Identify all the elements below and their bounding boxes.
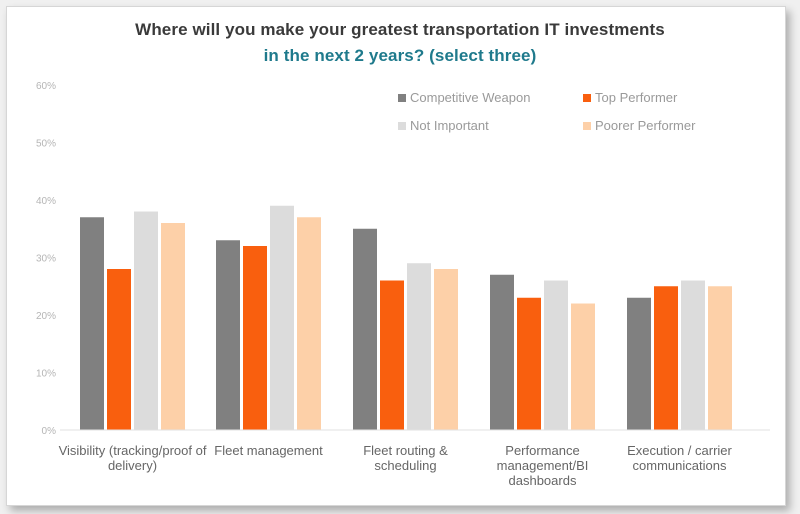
x-tick-label: Execution / carrier communications xyxy=(627,443,732,473)
bar-competitive-weapon-2 xyxy=(216,240,240,430)
legend-swatch xyxy=(583,94,591,102)
legend-label: Top Performer xyxy=(595,90,678,105)
legend-swatch xyxy=(583,122,591,130)
y-tick-label: 30% xyxy=(36,254,56,265)
legend-label: Not Important xyxy=(410,118,489,133)
y-tick-label: 20% xyxy=(36,311,56,322)
legend-swatch xyxy=(398,122,406,130)
x-tick-label: Performance management/BI dashboards xyxy=(496,443,589,488)
bar-competitive-weapon-5 xyxy=(627,297,651,430)
bar-poorer-performer-2 xyxy=(297,217,321,430)
bar-poorer-performer-1 xyxy=(161,223,185,430)
y-tick-label: 0% xyxy=(42,426,57,437)
y-tick-label: 40% xyxy=(36,196,56,207)
legend-label: Competitive Weapon xyxy=(410,90,530,105)
bar-not-important-4 xyxy=(544,280,568,430)
x-tick-label: Fleet routing & scheduling xyxy=(363,443,448,473)
chart-title: Where will you make your greatest transp… xyxy=(135,20,665,39)
bar-competitive-weapon-4 xyxy=(490,274,514,430)
y-tick-label: 50% xyxy=(36,139,56,150)
bar-top-performer-5 xyxy=(654,286,678,430)
bar-poorer-performer-5 xyxy=(708,286,732,430)
bar-competitive-weapon-3 xyxy=(353,228,377,430)
bar-top-performer-2 xyxy=(243,246,267,430)
bar-competitive-weapon-1 xyxy=(80,217,104,430)
legend-swatch xyxy=(398,94,406,102)
bar-poorer-performer-4 xyxy=(571,303,595,430)
legend-label: Poorer Performer xyxy=(595,118,696,133)
bar-not-important-1 xyxy=(134,211,158,430)
y-tick-label: 60% xyxy=(36,81,56,92)
y-tick-label: 10% xyxy=(36,369,56,380)
x-tick-label: Visibility (tracking/proof of delivery) xyxy=(58,443,207,473)
bar-top-performer-4 xyxy=(517,297,541,430)
bar-top-performer-3 xyxy=(380,280,404,430)
bar-poorer-performer-3 xyxy=(434,269,458,430)
bar-top-performer-1 xyxy=(107,269,131,430)
x-tick-label: Fleet management xyxy=(214,443,323,458)
bar-not-important-3 xyxy=(407,263,431,430)
bar-not-important-5 xyxy=(681,280,705,430)
bar-not-important-2 xyxy=(270,205,294,430)
chart-subtitle: in the next 2 years? (select three) xyxy=(263,46,537,65)
